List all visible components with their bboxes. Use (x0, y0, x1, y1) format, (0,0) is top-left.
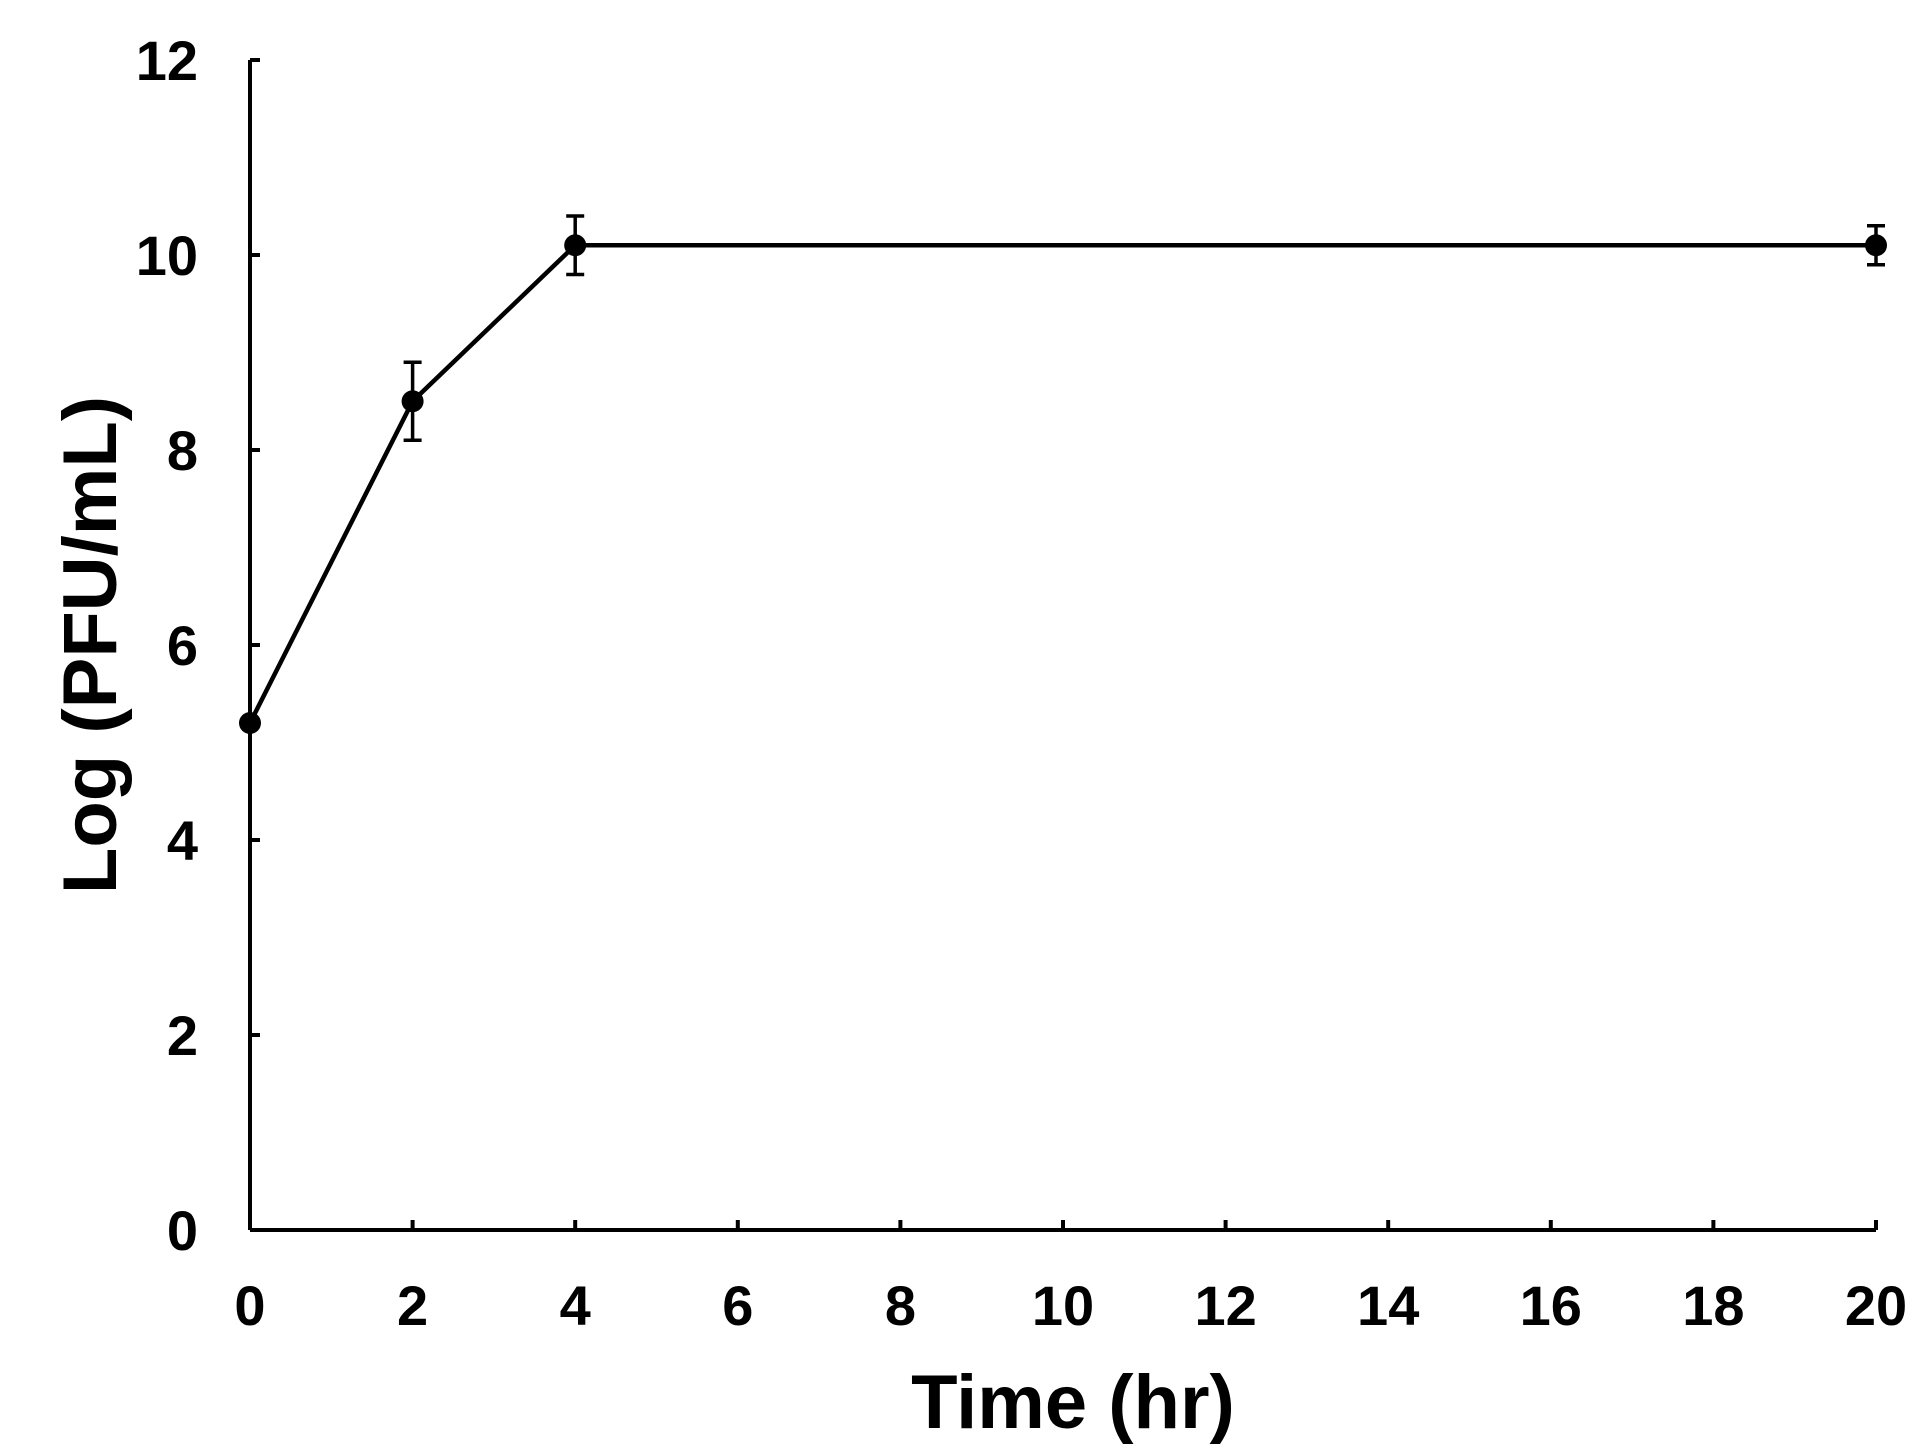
x-tick-label: 6 (722, 1274, 753, 1337)
y-axis-ticks: 0 2 4 6 8 10 12 (136, 29, 260, 1262)
x-tick-label: 20 (1845, 1274, 1907, 1337)
x-tick-label: 10 (1032, 1274, 1094, 1337)
x-axis-ticks: 0 2 4 6 8 10 12 14 16 18 20 (234, 1220, 1907, 1337)
y-tick-label: 12 (136, 29, 198, 92)
data-point (401, 390, 424, 413)
y-tick-label: 8 (167, 419, 198, 482)
series-layer (239, 214, 1887, 734)
y-tick-label: 0 (167, 1199, 198, 1262)
x-tick-label: 18 (1682, 1274, 1744, 1337)
y-axis-title: Log (PFU/mL) (48, 396, 133, 894)
data-point (1865, 234, 1887, 257)
x-tick-label: 12 (1194, 1274, 1256, 1337)
x-tick-label: 16 (1520, 1274, 1582, 1337)
y-tick-label: 2 (167, 1004, 198, 1067)
y-tick-label: 4 (167, 809, 198, 872)
y-tick-label: 10 (136, 224, 198, 287)
x-axis-title: Time (hr) (911, 1360, 1235, 1445)
x-tick-label: 0 (234, 1274, 265, 1337)
x-tick-label: 8 (885, 1274, 916, 1337)
data-point (239, 712, 261, 734)
data-point (564, 234, 587, 257)
series-line (247, 243, 1876, 725)
x-tick-label: 4 (560, 1274, 591, 1337)
y-tick-label: 6 (167, 614, 198, 677)
x-tick-label: 2 (397, 1274, 428, 1337)
x-tick-label: 14 (1357, 1274, 1419, 1337)
plot-area: 0 2 4 6 8 10 12 0 2 4 6 8 10 12 14 16 18 20 (136, 29, 1907, 1337)
